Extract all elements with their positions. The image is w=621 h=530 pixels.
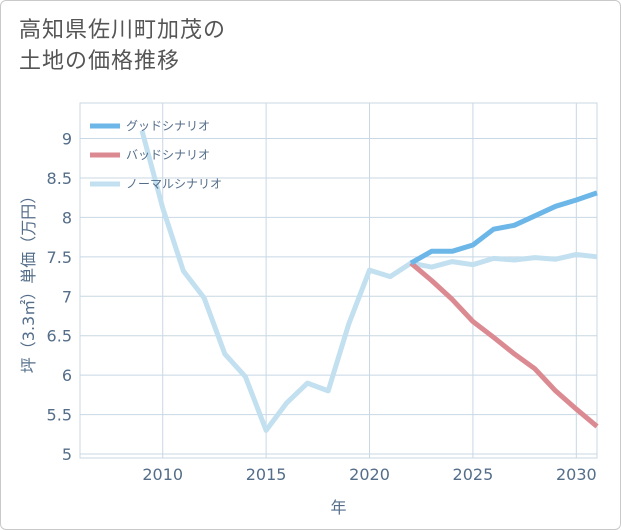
- series-line: [139, 129, 598, 433]
- x-tick-label: 2020: [349, 465, 390, 484]
- x-tick-label: 2010: [142, 465, 183, 484]
- y-tick-label: 8.5: [47, 169, 72, 188]
- chart-title-line-1: 高知県佐川町加茂の: [19, 18, 227, 43]
- y-tick-label: 7: [62, 287, 72, 306]
- legend-label: ノーマルシナリオ: [126, 177, 222, 191]
- x-tick-label: 2030: [556, 465, 597, 484]
- series-line: [409, 261, 599, 429]
- chart-title: 高知県佐川町加茂の 土地の価格推移: [19, 15, 226, 77]
- y-tick-label: 5: [62, 445, 72, 464]
- series-line: [409, 190, 598, 266]
- y-tick-label: 9: [62, 130, 72, 149]
- y-tick-label: 7.5: [47, 248, 72, 267]
- y-tick-label: 8: [62, 208, 72, 227]
- x-axis-label: 年: [330, 498, 346, 517]
- y-tick-label: 6: [62, 366, 72, 385]
- plot-area: [79, 102, 598, 459]
- y-axis-label: 坪（3.3㎡）単価（万円）: [19, 188, 38, 373]
- y-tick-label: 6.5: [47, 327, 72, 346]
- x-tick-label: 2015: [246, 465, 287, 484]
- chart-title-line-2: 土地の価格推移: [19, 49, 181, 74]
- x-tick-label: 2025: [453, 465, 494, 484]
- legend-label: バッドシナリオ: [126, 148, 210, 162]
- y-tick-label: 5.5: [47, 406, 72, 425]
- legend-label: グッドシナリオ: [126, 119, 210, 133]
